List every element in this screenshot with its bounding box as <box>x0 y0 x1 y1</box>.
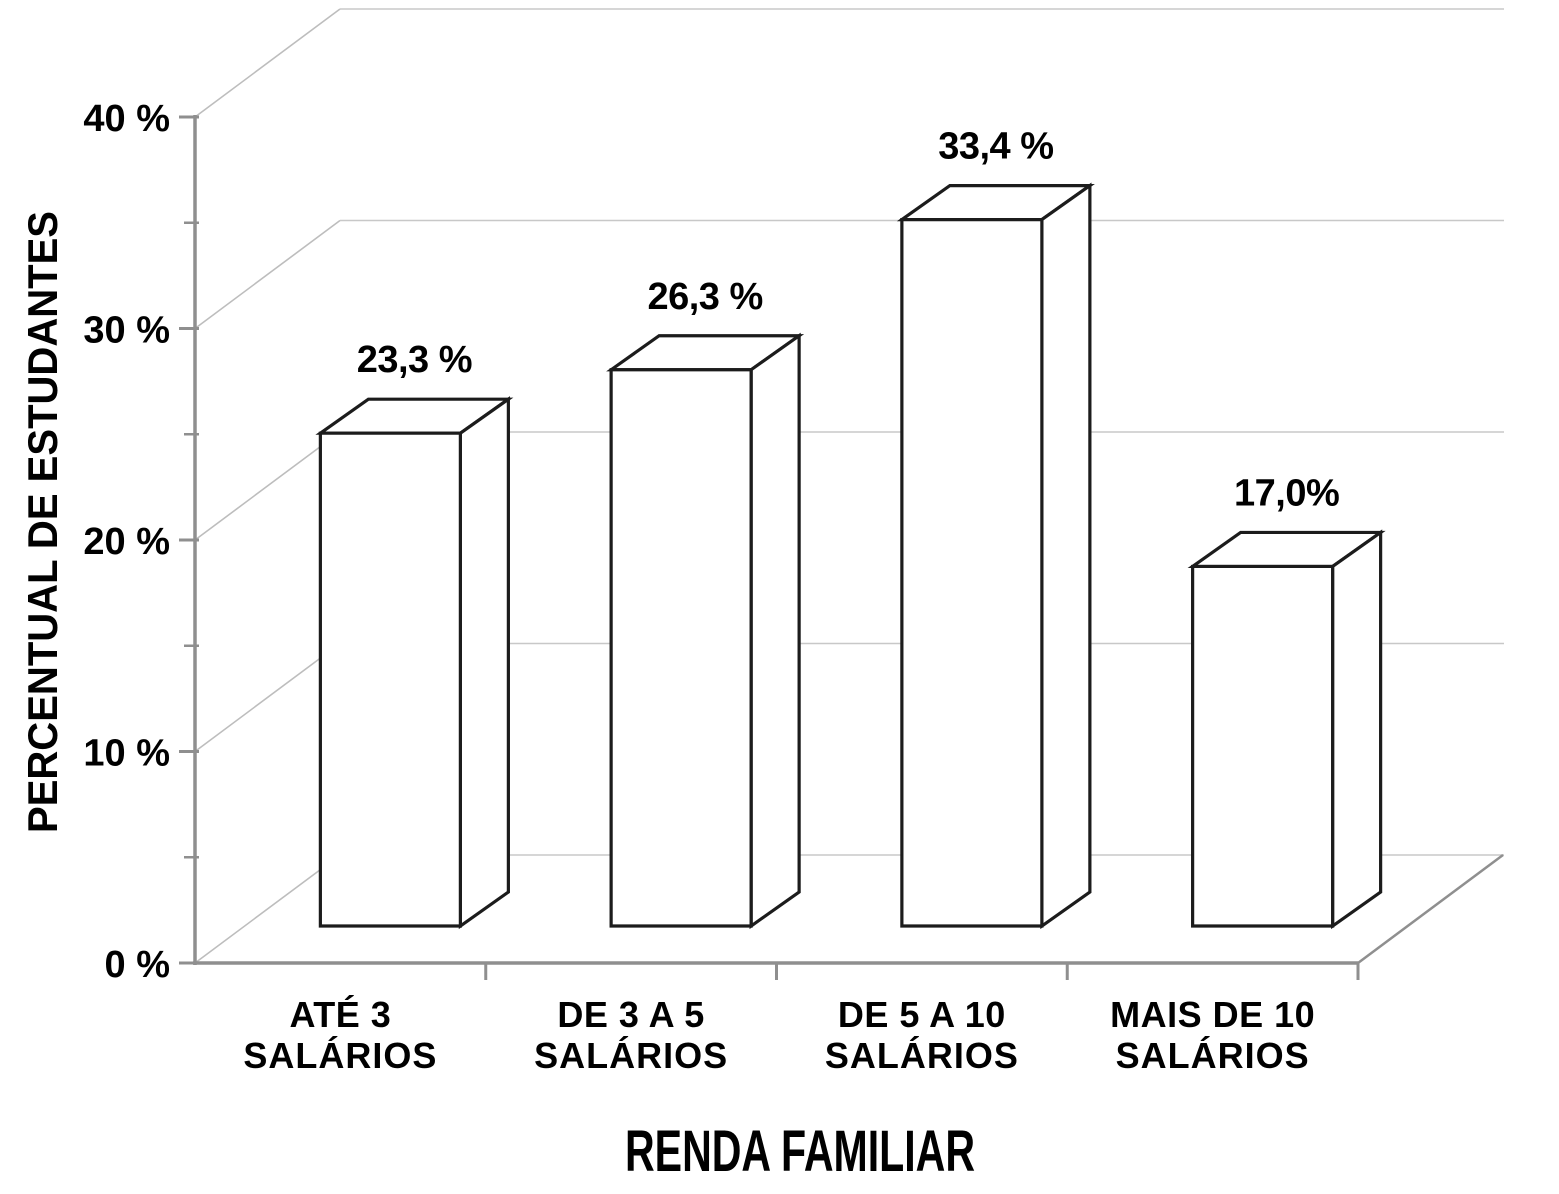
depth-line <box>194 642 341 753</box>
bar <box>1187 529 1386 930</box>
x-category-label-line2: SALÁRIOS <box>825 1035 1019 1076</box>
y-tick-label: 10 % <box>83 733 170 775</box>
bar-value-label: 33,4 % <box>938 126 1053 168</box>
bar-side-face <box>1331 529 1383 930</box>
bar-side-face <box>749 332 801 930</box>
x-axis-title: RENDA FAMILIAR <box>625 1119 975 1184</box>
bar-front-face <box>900 217 1044 928</box>
bar-front-face <box>1191 564 1335 928</box>
x-category-label-line2: SALÁRIOS <box>1116 1035 1310 1076</box>
depth-line <box>194 854 341 964</box>
depth-line <box>194 8 341 118</box>
x-category-label-line1: DE 3 A 5 <box>557 994 704 1035</box>
x-category-label-line1: DE 5 A 10 <box>838 994 1006 1035</box>
x-category-label-line2: SALÁRIOS <box>243 1035 437 1076</box>
x-category-label-line1: MAIS DE 10 <box>1110 994 1315 1035</box>
y-tick-label: 0 % <box>105 944 170 986</box>
bar-value-label: 23,3 % <box>357 339 472 381</box>
bar-value-label: 26,3 % <box>647 276 762 318</box>
labels-layer: 23,3 % 26,3 % 33,4 % 17,0% 0 % 10 % 20 % 30 % 40… <box>19 98 1340 1184</box>
floor-corner-line <box>1357 853 1504 965</box>
bar-front-face <box>609 368 753 928</box>
depth-line <box>194 431 341 541</box>
bar-side-face <box>1040 182 1092 930</box>
y-tick-label: 30 % <box>83 310 170 352</box>
depth-line <box>194 219 341 330</box>
bar-value-label: 17,0% <box>1234 472 1339 514</box>
bar-front-face <box>318 431 462 928</box>
axes-layer <box>179 115 1360 980</box>
bar <box>896 182 1095 930</box>
y-tick-label: 20 % <box>83 521 170 563</box>
y-axis-title: PERCENTUAL DE ESTUDANTES <box>19 211 66 833</box>
bars-layer <box>315 182 1386 930</box>
bar <box>315 396 514 930</box>
x-category-label-line2: SALÁRIOS <box>534 1035 728 1076</box>
bar-side-face <box>458 396 510 930</box>
bar <box>606 332 805 930</box>
x-category-label-line1: ATÉ 3 <box>289 994 391 1035</box>
y-tick-label: 40 % <box>83 98 170 140</box>
